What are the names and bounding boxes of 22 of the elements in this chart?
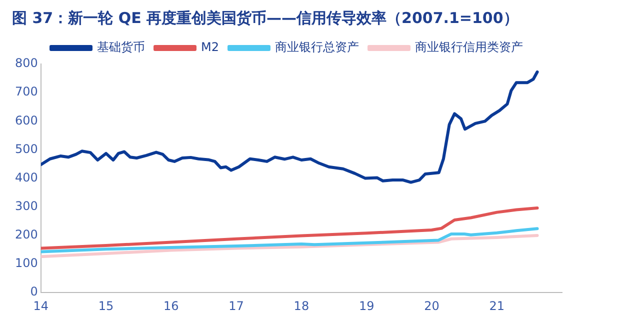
x-tick-label: 21 xyxy=(489,298,505,313)
y-tick-label: 0 xyxy=(30,284,38,299)
legend-label: M2 xyxy=(201,40,220,54)
x-tick-label: 15 xyxy=(98,298,114,313)
y-tick-label: 600 xyxy=(15,113,38,128)
chart-title: 图 37：新一轮 QE 再度重创美国货币——信用传导效率（2007.1=100） xyxy=(12,8,518,27)
y-tick-label: 100 xyxy=(15,256,38,270)
y-tick-label: 400 xyxy=(15,170,38,184)
x-tick-label: 17 xyxy=(228,298,244,313)
x-tick-label: 16 xyxy=(164,298,179,313)
y-tick-label: 500 xyxy=(15,142,38,156)
x-tick-label: 14 xyxy=(33,298,49,313)
y-tick-label: 200 xyxy=(15,228,38,242)
x-tick-label: 19 xyxy=(358,298,374,313)
y-tick-label: 800 xyxy=(15,56,38,70)
legend-label: 基础货币 xyxy=(97,40,146,54)
y-tick-label: 300 xyxy=(15,199,38,213)
legend-label: 商业银行信用类资产 xyxy=(414,40,523,54)
x-tick-label: 18 xyxy=(294,298,310,313)
legend-label: 商业银行总资产 xyxy=(274,40,359,54)
x-tick-label: 20 xyxy=(424,298,440,313)
y-tick-label: 700 xyxy=(15,84,38,99)
